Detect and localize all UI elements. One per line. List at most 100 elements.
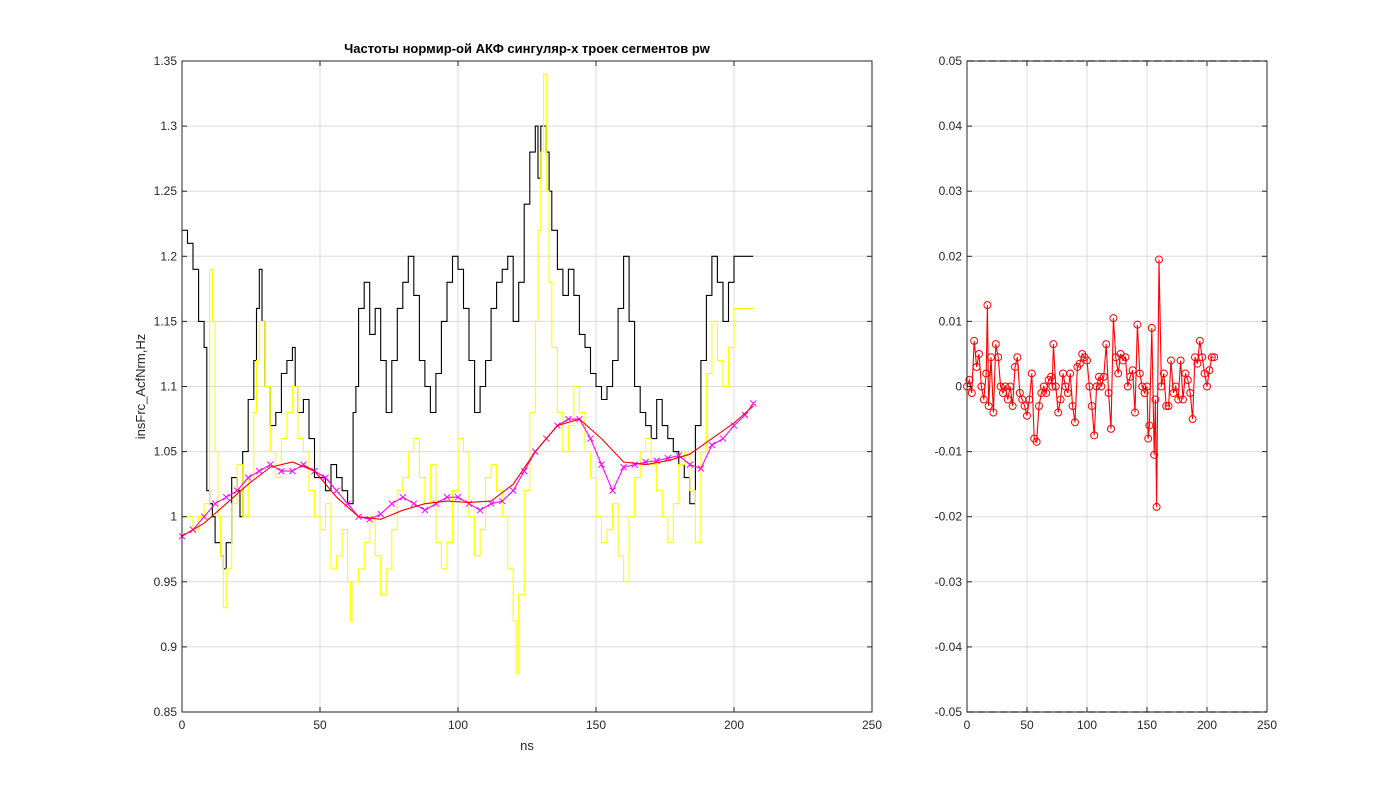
circle-marker	[972, 362, 981, 371]
x-marker	[708, 441, 716, 449]
x-marker	[598, 461, 605, 468]
circle-marker	[1207, 353, 1216, 362]
x-marker	[730, 422, 738, 429]
x-tick-label: 150	[586, 718, 606, 732]
x-tick-label: 50	[1020, 718, 1034, 732]
main-grid	[181, 60, 873, 713]
y-tick-label: 1.2	[160, 249, 177, 263]
x-marker	[609, 487, 616, 495]
circle-marker	[1157, 382, 1166, 391]
circle-marker	[1027, 369, 1036, 378]
circle-marker	[1162, 402, 1171, 411]
y-tick-label: -0.04	[935, 640, 963, 654]
x-marker	[498, 497, 506, 505]
circle-marker	[984, 402, 993, 411]
x-tick-label: 0	[964, 718, 971, 732]
circle-marker	[1121, 353, 1130, 362]
main-series	[178, 73, 757, 674]
circle-marker	[977, 382, 986, 391]
x-tick-label: 100	[448, 718, 468, 732]
circle-marker	[1083, 356, 1091, 365]
x-tick-label: 200	[1197, 718, 1217, 732]
circle-marker	[989, 408, 998, 417]
x-marker	[465, 500, 473, 508]
circle-marker	[1090, 431, 1099, 440]
main-ticks: 0 50 100 150 200 250 0.85 0.9 0.95 1 1.05 1.1 1.15 1.…	[154, 54, 883, 732]
circle-marker	[991, 340, 1000, 349]
y-tick-label: 0.04	[939, 119, 963, 133]
circle-marker	[1035, 402, 1043, 411]
circle-marker	[1150, 450, 1159, 459]
circle-marker	[1102, 340, 1111, 349]
circle-marker	[970, 336, 979, 345]
circle-marker	[1145, 421, 1154, 430]
circle-marker	[1003, 395, 1012, 404]
circle-marker	[1109, 314, 1118, 323]
circle-marker	[1047, 372, 1055, 381]
circle-marker	[975, 349, 983, 358]
circle-marker	[1071, 418, 1079, 427]
x-marker	[222, 493, 230, 501]
y-tick-label: 1.05	[154, 445, 178, 459]
circle-marker	[1023, 411, 1031, 420]
circle-marker	[982, 369, 991, 378]
circle-marker	[1097, 382, 1106, 391]
y-tick-label: 0.01	[939, 314, 963, 328]
x-tick-label: 0	[179, 718, 186, 732]
x-marker	[719, 435, 727, 442]
y-tick-label: 1.3	[160, 119, 177, 133]
circle-marker	[1135, 369, 1144, 378]
series-line	[182, 125, 754, 570]
x-marker	[520, 467, 528, 475]
circle-marker	[1025, 395, 1034, 404]
circle-marker	[1032, 437, 1041, 446]
circle-marker	[1131, 408, 1139, 417]
circle-marker	[1147, 323, 1156, 332]
y-tick-label: 0.05	[939, 54, 963, 68]
circle-marker	[1151, 395, 1160, 404]
circle-marker	[965, 375, 974, 384]
x-marker	[443, 493, 451, 501]
circle-marker	[1020, 402, 1029, 411]
x-marker	[587, 435, 594, 442]
x-tick-label: 150	[1137, 718, 1157, 732]
residual-series	[963, 255, 1219, 511]
circle-marker	[1049, 340, 1058, 349]
main-axes: 0 50 100 150 200 250 0.85 0.9 0.95 1 1.05 1.1 1.15 1.…	[133, 41, 882, 753]
circle-marker	[1011, 362, 1019, 371]
y-tick-label: -0.02	[935, 510, 963, 524]
circle-marker	[1167, 356, 1175, 365]
y-tick-label: -0.03	[935, 575, 963, 589]
x-marker	[278, 467, 285, 475]
x-marker	[300, 461, 307, 468]
y-tick-label: 1.15	[154, 314, 178, 328]
circle-marker	[1176, 356, 1185, 365]
circle-marker	[1183, 375, 1192, 384]
x-marker	[565, 415, 572, 423]
residual-ticks: 0 50 100 150 200 250 -0.05 -0.04 -0.03 -0.02 -0.01…	[935, 54, 1278, 732]
circle-marker	[1195, 336, 1204, 345]
series-line	[182, 73, 754, 674]
x-marker	[333, 487, 340, 495]
circle-marker	[1107, 424, 1115, 433]
x-marker	[749, 400, 757, 407]
circle-marker	[1063, 389, 1072, 398]
x-marker	[255, 467, 263, 475]
x-marker	[476, 506, 484, 514]
circle-marker	[1104, 389, 1113, 398]
circle-marker	[1092, 382, 1101, 391]
circle-marker	[1186, 389, 1195, 398]
circle-marker	[1054, 408, 1063, 417]
circle-marker	[1087, 402, 1096, 411]
circle-marker	[1193, 359, 1202, 368]
circle-marker	[1133, 320, 1142, 329]
x-marker	[388, 500, 396, 508]
circle-marker	[983, 301, 992, 310]
x-marker	[377, 510, 385, 518]
circle-marker	[1008, 402, 1017, 411]
circle-marker	[1114, 369, 1123, 378]
x-axis-label: ns	[520, 738, 534, 753]
y-tick-label: 0.02	[939, 249, 963, 263]
